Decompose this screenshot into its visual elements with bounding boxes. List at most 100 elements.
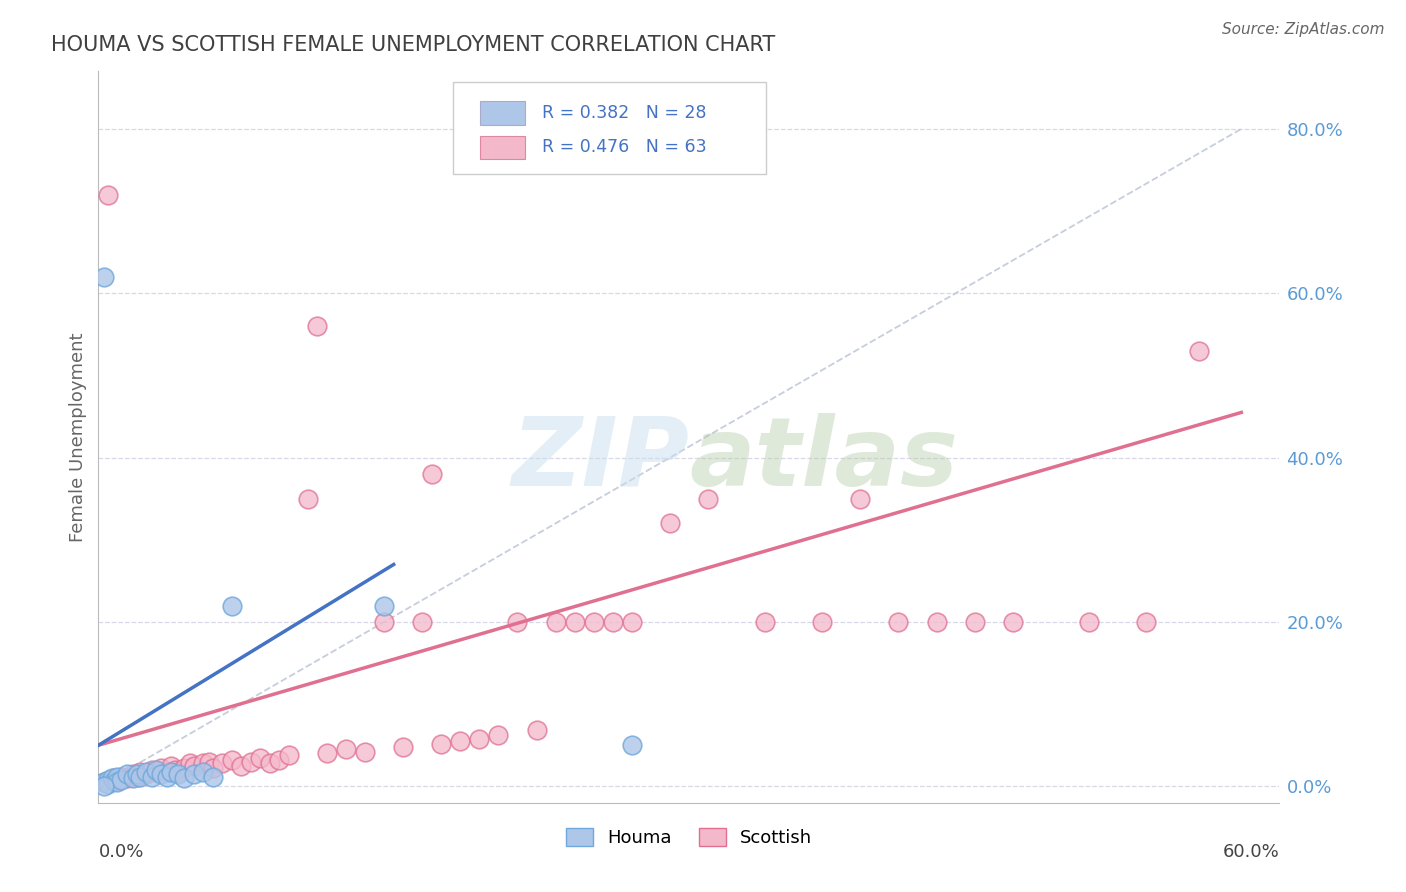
Point — [658, 516, 681, 531]
Point — [115, 767, 138, 781]
Point — [201, 761, 224, 775]
Point — [373, 615, 395, 629]
Point — [620, 615, 643, 629]
Point — [156, 764, 179, 779]
Point — [145, 764, 167, 779]
Point — [544, 615, 567, 629]
Point — [107, 770, 129, 784]
Point — [468, 731, 491, 746]
Point — [269, 753, 291, 767]
Point — [150, 761, 173, 775]
Point — [103, 774, 125, 789]
Point — [110, 772, 132, 787]
Point — [221, 599, 243, 613]
Point — [697, 491, 720, 506]
Point — [183, 767, 205, 781]
Point — [259, 756, 281, 771]
Point — [121, 767, 143, 781]
Point — [93, 269, 115, 284]
Point — [277, 748, 299, 763]
Point — [141, 763, 163, 777]
Point — [1188, 343, 1211, 358]
Point — [316, 747, 339, 761]
Point — [307, 319, 329, 334]
Y-axis label: Female Unemployment: Female Unemployment — [69, 333, 87, 541]
Point — [159, 759, 181, 773]
Point — [167, 764, 190, 779]
Point — [115, 771, 138, 785]
Point — [221, 753, 243, 767]
Point — [93, 775, 115, 789]
Point — [564, 615, 586, 629]
Point — [963, 615, 986, 629]
Point — [887, 615, 910, 629]
Point — [107, 772, 129, 787]
Point — [103, 771, 125, 785]
Point — [145, 763, 167, 777]
Point — [1135, 615, 1157, 629]
Point — [110, 770, 132, 784]
Point — [335, 742, 357, 756]
Legend: Houma, Scottish: Houma, Scottish — [557, 819, 821, 856]
Text: atlas: atlas — [689, 412, 957, 506]
Point — [183, 759, 205, 773]
Point — [100, 771, 122, 785]
Text: R = 0.476   N = 63: R = 0.476 N = 63 — [543, 138, 707, 156]
Point — [97, 772, 120, 787]
Point — [297, 491, 319, 506]
Point — [93, 775, 115, 789]
Point — [411, 615, 433, 629]
Point — [373, 599, 395, 613]
Point — [141, 770, 163, 784]
Bar — [479, 136, 524, 159]
Point — [231, 759, 253, 773]
Point — [179, 756, 201, 771]
Point — [430, 737, 453, 751]
Point — [167, 767, 190, 781]
Point — [754, 615, 776, 629]
Point — [193, 756, 215, 771]
Point — [125, 767, 148, 781]
Point — [449, 734, 471, 748]
Point — [129, 764, 152, 779]
Point — [1078, 615, 1101, 629]
Point — [392, 739, 415, 754]
Point — [173, 771, 195, 785]
Point — [97, 777, 120, 791]
Point — [526, 723, 548, 738]
Point — [107, 775, 129, 789]
Point — [156, 770, 179, 784]
Point — [135, 767, 157, 781]
Point — [620, 739, 643, 753]
Point — [125, 770, 148, 784]
FancyBboxPatch shape — [453, 82, 766, 174]
Point — [354, 745, 377, 759]
Bar — [479, 101, 524, 125]
Point — [121, 771, 143, 785]
Point — [163, 763, 186, 777]
Point — [97, 187, 120, 202]
Point — [129, 770, 152, 784]
Point — [135, 764, 157, 779]
Text: 60.0%: 60.0% — [1223, 843, 1279, 861]
Text: 0.0%: 0.0% — [98, 843, 143, 861]
Point — [211, 756, 233, 771]
Point — [602, 615, 624, 629]
Point — [1001, 615, 1024, 629]
Text: Source: ZipAtlas.com: Source: ZipAtlas.com — [1222, 22, 1385, 37]
Point — [173, 761, 195, 775]
Point — [150, 767, 173, 781]
Point — [488, 728, 510, 742]
Point — [198, 755, 221, 769]
Point — [849, 491, 872, 506]
Point — [249, 750, 271, 764]
Point — [925, 615, 948, 629]
Point — [93, 780, 115, 794]
Point — [420, 467, 443, 481]
Point — [201, 770, 224, 784]
Point — [159, 764, 181, 779]
Point — [582, 615, 605, 629]
Point — [193, 764, 215, 779]
Point — [811, 615, 834, 629]
Text: R = 0.382   N = 28: R = 0.382 N = 28 — [543, 103, 707, 122]
